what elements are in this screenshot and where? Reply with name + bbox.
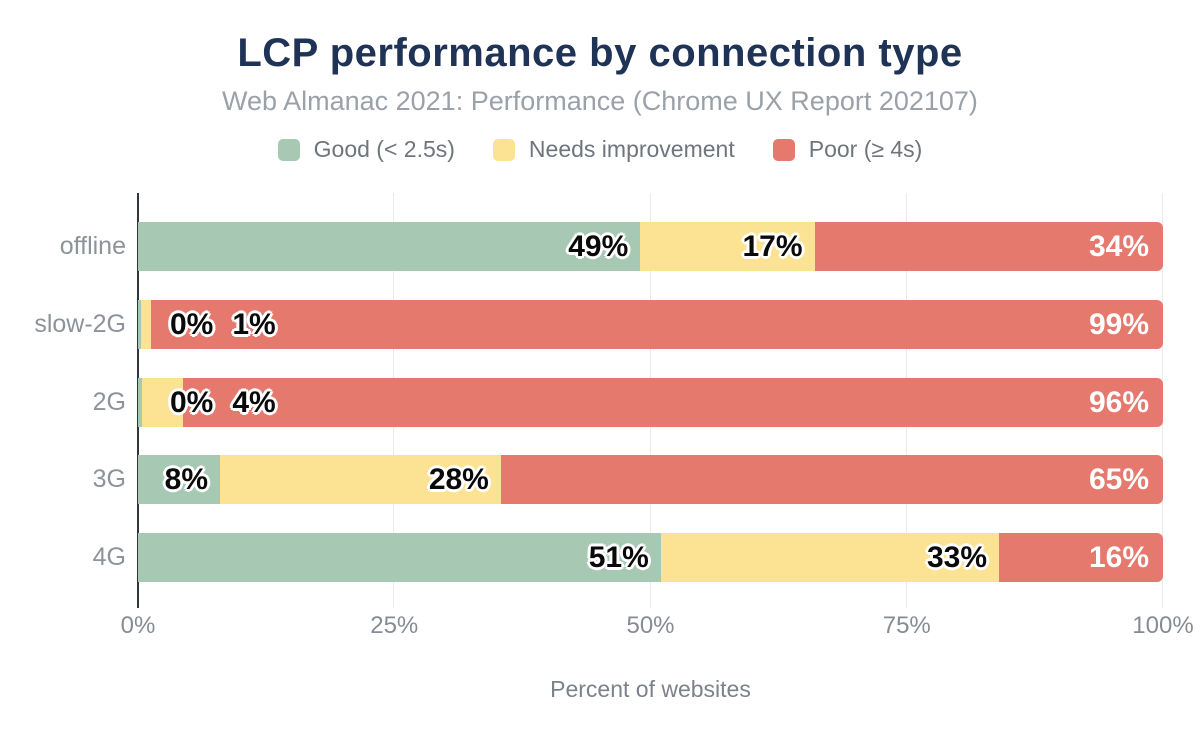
small-value-labels-2G: 0% 4% [170, 378, 276, 427]
value-label-poor-3G: 65% [1088, 463, 1149, 497]
chart-subtitle: Web Almanac 2021: Performance (Chrome UX… [222, 86, 978, 116]
legend-swatch-poor [772, 138, 795, 161]
bar-segment-good-3G [138, 455, 220, 505]
bar-row-2G: 96% 0% 4% [138, 377, 1163, 427]
value-label-poor-slow-2G: 99% [1088, 307, 1149, 341]
value-label-poor-4G: 16% [1088, 541, 1149, 574]
bar-segment-ni-4G [660, 533, 999, 582]
bar-row-3G: 8% 28% 65% [138, 455, 1163, 505]
bar-segment-ni-3G [220, 455, 501, 505]
x-tick-label-50: 50% [626, 612, 675, 639]
legend-swatch-ni [492, 138, 515, 161]
bar-segment-ni-2G [142, 377, 184, 427]
value-label-good-4G: 51% [588, 541, 649, 574]
value-label-poor-offline: 34% [1088, 230, 1149, 263]
bar-row-offline: 49% 17% 34% [138, 222, 1163, 271]
value-label-good-offline: 49% [568, 230, 629, 263]
bar-segment-ni-slow-2G [140, 299, 151, 349]
x-axis-ticks: 0% 25% 50% 75% 100% [121, 612, 1194, 640]
x-tick-label-100: 100% [1132, 612, 1194, 639]
category-label-4G: 4G [92, 543, 126, 571]
value-label-good-2G: 0% [170, 385, 214, 419]
value-label-ni-slow-2G: 1% [232, 307, 276, 341]
category-label-2G: 2G [92, 387, 126, 416]
category-label-slow-2G: slow-2G [34, 309, 126, 338]
value-label-poor-2G: 96% [1088, 385, 1149, 419]
bar-segment-good-4G [138, 533, 661, 582]
chart-header: LCP performance by connection type Web A… [0, 0, 1200, 163]
value-label-ni-4G: 33% [926, 541, 987, 574]
legend-item-good: Good (< 2.5s) [277, 136, 455, 163]
bar-segment-poor-slow-2G [150, 299, 1163, 349]
legend-item-poor: Poor (≥ 4s) [772, 136, 923, 163]
bar-segment-good-offline [138, 222, 641, 271]
bar-row-slow-2G: 99% 0% 1% [138, 299, 1163, 349]
category-label-offline: offline [59, 232, 126, 260]
x-axis-label: Percent of websites [550, 676, 751, 702]
category-label-3G: 3G [92, 465, 126, 494]
legend: Good (< 2.5s) Needs improvement Poor (≥ 4s… [0, 136, 1200, 163]
legend-label: Good (< 2.5s) [313, 136, 455, 162]
value-label-ni-3G: 28% [428, 463, 489, 497]
small-value-labels-slow-2G: 0% 1% [170, 300, 276, 349]
bar-segment-good-2G [138, 377, 143, 427]
bar-segment-poor-3G [500, 455, 1163, 505]
bar-segment-poor-2G [183, 377, 1163, 427]
bar-segment-ni-offline [640, 222, 815, 271]
value-label-ni-offline: 17% [742, 230, 803, 263]
bar-segment-good-slow-2G [138, 299, 141, 349]
legend-item-ni: Needs improvement [492, 136, 735, 163]
value-label-ni-2G: 4% [232, 385, 276, 419]
x-tick-label-0: 0% [120, 612, 156, 639]
x-tick-label-75: 75% [882, 612, 931, 639]
value-label-good-slow-2G: 0% [170, 307, 214, 341]
x-tick-label-25: 25% [370, 612, 419, 639]
legend-label: Needs improvement [528, 136, 735, 162]
chart-title: LCP performance by connection type [237, 31, 963, 75]
legend-label: Poor (≥ 4s) [808, 136, 923, 162]
bar-row-4G: 51% 33% 16% [138, 533, 1163, 582]
plot-area: 49% 17% 34% 99% 0% 1% 96% 0% 4% 8% 28% 65% 51% 33% 16% [137, 193, 1163, 608]
legend-swatch-good [277, 138, 300, 161]
bar-segment-poor-4G [999, 533, 1163, 582]
bar-segment-poor-offline [814, 222, 1163, 271]
value-label-good-3G: 8% [164, 463, 208, 497]
